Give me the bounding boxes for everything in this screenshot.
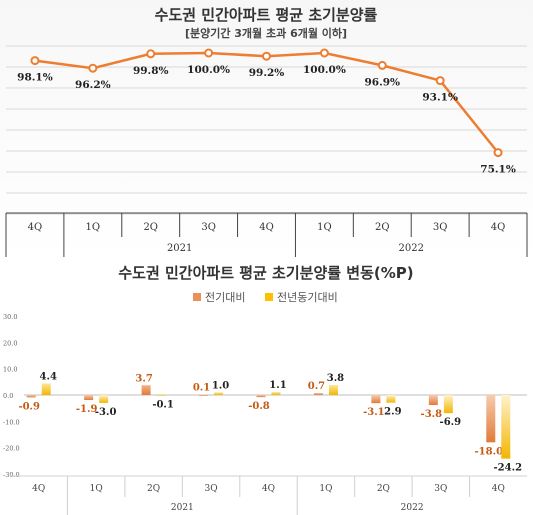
data-label-year-on-year: 2.9	[384, 407, 401, 418]
data-label-previous-quarter: -3.8	[421, 409, 443, 420]
top-data-point	[435, 76, 445, 86]
bottom-series: -0.9 -1.9 3.7 0.1 -0.8 0.7 -3.1 -3.8 -18.0 4.4 -3.…	[18, 371, 522, 473]
legend: 전기대비 전년동기대비	[193, 291, 338, 304]
top-gridlines	[6, 45, 527, 215]
top-chart-title: 수도권 민간아파트 평균 초기분양률	[155, 6, 378, 24]
bar-year-on-year	[501, 395, 511, 459]
bottom-y-tick-label: 30.0	[3, 313, 17, 321]
top-data-label: 98.1%	[17, 72, 53, 84]
bottom-y-tick-label: -10.0	[3, 418, 20, 426]
legend-label-previous-quarter: 전기대비	[205, 291, 245, 304]
top-data-point	[88, 63, 98, 73]
top-data-label: 96.2%	[75, 79, 111, 91]
bar-previous-quarter	[313, 393, 323, 395]
data-label-year-on-year: -6.9	[440, 417, 462, 428]
bottom-group-label: 2022	[401, 503, 424, 513]
data-label-previous-quarter: -0.9	[18, 401, 40, 412]
top-data-label: 75.1%	[480, 164, 516, 176]
data-label-year-on-year: 1.1	[269, 380, 286, 391]
bar-year-on-year	[41, 383, 51, 395]
bottom-category-label: 2Q	[147, 484, 160, 494]
top-data-label: 100.0%	[187, 64, 230, 76]
bar-previous-quarter	[256, 395, 266, 398]
bottom-category-label: 1Q	[90, 484, 103, 494]
bar-year-on-year	[443, 395, 453, 414]
bar-year-on-year	[328, 385, 338, 395]
data-label-year-on-year: -3.0	[95, 407, 117, 418]
bottom-chart-title: 수도권 민간아파트 평균 초기분양률 변동(%P)	[118, 264, 413, 282]
top-data-label: 100.0%	[303, 64, 346, 76]
bottom-y-tick-label: -30.0	[3, 471, 20, 479]
bar-previous-quarter	[428, 395, 438, 405]
data-label-previous-quarter: -0.8	[248, 401, 270, 412]
top-group-label: 2021	[167, 243, 192, 254]
top-category-label: 4Q	[259, 222, 274, 233]
data-label-year-on-year: 1.0	[212, 380, 229, 391]
data-label-year-on-year: -0.1	[152, 399, 174, 410]
bar-previous-quarter	[26, 395, 36, 398]
data-label-year-on-year: 4.4	[40, 371, 57, 382]
bottom-category-label: 2Q	[377, 484, 390, 494]
bottom-group-label: 2021	[171, 503, 194, 513]
top-category-axis: 4Q 1Q 2Q 3Q 4Q 1Q 2Q 3Q 4Q 2021 2022	[5, 212, 528, 257]
top-category-label: 1Q	[86, 222, 101, 233]
legend-swatch-previous-quarter	[193, 293, 201, 301]
top-series: 98.1% 96.2% 99.8% 100.0% 99.2% 100.0% 96.9% 93.…	[17, 48, 516, 176]
legend-label-year-on-year: 전년동기대비	[277, 291, 338, 304]
data-label-previous-quarter: 3.7	[135, 373, 152, 384]
top-data-label: 99.2%	[249, 67, 285, 79]
bar-previous-quarter	[486, 395, 496, 443]
top-data-point	[493, 148, 503, 158]
top-data-point	[319, 48, 329, 58]
data-label-previous-quarter: -1.9	[76, 404, 98, 415]
top-category-label: 2Q	[143, 222, 158, 233]
top-category-label: 3Q	[201, 222, 216, 233]
bar-previous-quarter	[371, 395, 381, 404]
top-chart-subtitle: [분양기간 3개월 초과 6개월 이하]	[185, 26, 347, 40]
top-data-label: 96.9%	[364, 76, 400, 88]
data-label-year-on-year: -24.2	[494, 463, 523, 474]
data-label-previous-quarter: -3.1	[363, 407, 385, 418]
bottom-y-tick-label: -20.0	[3, 445, 20, 453]
bar-previous-quarter	[199, 394, 209, 396]
top-data-label: 93.1%	[422, 92, 458, 104]
top-category-label: 4Q	[491, 222, 506, 233]
bar-year-on-year	[214, 392, 224, 395]
bottom-category-label: 1Q	[319, 484, 332, 494]
bottom-category-label: 3Q	[434, 484, 447, 494]
bar-previous-quarter	[84, 395, 94, 400]
top-data-point	[204, 48, 214, 58]
bar-year-on-year	[156, 395, 166, 396]
top-category-label: 4Q	[28, 222, 43, 233]
bottom-y-tick-label: 20.0	[3, 339, 17, 347]
bottom-category-label: 4Q	[32, 484, 45, 494]
top-data-point	[146, 49, 156, 59]
bar-year-on-year	[99, 395, 109, 403]
top-data-label: 99.8%	[133, 65, 169, 77]
bar-year-on-year	[271, 392, 281, 395]
top-chart-background	[0, 0, 533, 258]
data-label-year-on-year: 3.8	[327, 373, 344, 384]
data-label-previous-quarter: 0.1	[193, 383, 210, 394]
top-category-label: 2Q	[375, 222, 390, 233]
bottom-category-label: 3Q	[205, 484, 218, 494]
bar-previous-quarter	[141, 385, 151, 395]
bottom-category-axis: 4Q 1Q 2Q 3Q 4Q 1Q 2Q 3Q 4Q 2021 2022	[10, 475, 527, 515]
top-data-point	[30, 56, 40, 66]
data-label-previous-quarter: 0.7	[308, 381, 325, 392]
top-data-point	[377, 60, 387, 70]
bottom-category-label: 4Q	[492, 484, 505, 494]
bottom-y-tick-label: 10.0	[3, 366, 17, 374]
bar-year-on-year	[386, 395, 396, 403]
legend-swatch-year-on-year	[265, 293, 273, 301]
data-label-previous-quarter: -18.0	[475, 446, 504, 457]
top-category-label: 1Q	[317, 222, 332, 233]
bottom-category-label: 4Q	[262, 484, 275, 494]
top-category-label: 3Q	[433, 222, 448, 233]
bottom-y-tick-label: 0.0	[3, 392, 13, 400]
top-data-point	[262, 51, 271, 61]
top-group-label: 2022	[398, 243, 423, 254]
